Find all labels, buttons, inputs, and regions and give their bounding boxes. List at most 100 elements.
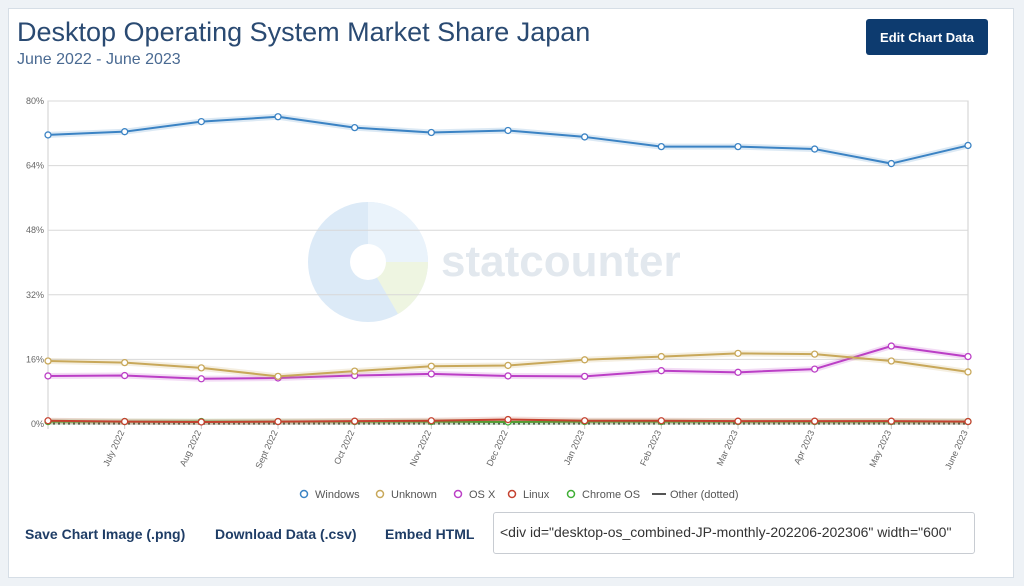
x-tick-label: Apr 2023 <box>792 429 817 466</box>
series-unknown-point[interactable] <box>197 364 205 372</box>
legend-item-unknown[interactable]: Unknown <box>375 489 437 501</box>
y-tick-label: 0% <box>31 419 44 429</box>
series-unknown-point[interactable] <box>657 352 665 361</box>
series-windows-point[interactable] <box>121 128 129 136</box>
legend-swatch <box>299 489 309 499</box>
series-unknown-point[interactable] <box>121 358 129 367</box>
x-tick-label: Jan 2023 <box>562 429 587 467</box>
watermark-logo-center <box>350 244 386 280</box>
series-unknown-point[interactable] <box>44 357 52 365</box>
embed-html-link[interactable]: Embed HTML <box>385 526 475 542</box>
x-tick-label: Dec 2022 <box>484 429 509 468</box>
series-windows-line <box>47 115 969 165</box>
series-windows-point[interactable] <box>274 113 282 121</box>
series-os-x-point[interactable] <box>504 372 512 380</box>
series-os-x-point[interactable] <box>887 342 895 350</box>
series-linux-point[interactable] <box>274 417 282 426</box>
series-linux-point[interactable] <box>734 417 742 425</box>
chart-panel <box>8 8 1014 578</box>
series-windows-point[interactable] <box>734 142 742 151</box>
y-tick-label: 64% <box>26 161 44 171</box>
series-windows-point[interactable] <box>197 117 205 126</box>
series-os-x-point[interactable] <box>197 375 205 383</box>
series-linux-point[interactable] <box>887 417 895 425</box>
series-os-x-point[interactable] <box>734 368 742 376</box>
series-windows-point[interactable] <box>887 159 895 168</box>
watermark-text: statcounter <box>441 237 681 286</box>
series-windows-point[interactable] <box>351 123 359 132</box>
series-os-x-point[interactable] <box>657 367 665 375</box>
legend-label: Linux <box>523 489 550 501</box>
series-windows-point[interactable] <box>657 142 665 151</box>
x-tick-label: Aug 2022 <box>178 429 203 468</box>
legend-label: Windows <box>315 489 360 501</box>
series-os-x-point[interactable] <box>811 365 819 373</box>
series-unknown-point[interactable] <box>274 372 282 381</box>
y-tick-label: 80% <box>26 96 44 106</box>
series-linux-point[interactable] <box>44 417 52 425</box>
series-windows-point[interactable] <box>964 141 972 150</box>
series-linux-point[interactable] <box>504 415 512 424</box>
series-unknown-point[interactable] <box>581 356 589 364</box>
y-tick-label: 48% <box>26 225 44 235</box>
x-tick-label: Oct 2022 <box>332 429 357 466</box>
series-linux-point[interactable] <box>657 417 665 425</box>
statcounter-watermark: statcounter <box>308 202 681 322</box>
series-windows-point[interactable] <box>504 126 512 135</box>
chart-subtitle: June 2022 - June 2023 <box>17 51 181 68</box>
x-tick-label: Feb 2023 <box>638 429 663 468</box>
series-unknown-point[interactable] <box>887 357 895 365</box>
watermark-logo-slice <box>368 202 428 262</box>
series-windows-point[interactable] <box>811 145 819 153</box>
watermark-logo-slice <box>368 262 429 314</box>
series-unknown-point[interactable] <box>504 361 512 370</box>
series-windows-point[interactable] <box>427 128 435 137</box>
series-os-x-point[interactable] <box>44 372 52 380</box>
series-linux-point[interactable] <box>581 417 589 425</box>
series-os-x-point[interactable] <box>581 372 589 381</box>
x-tick-label: July 2022 <box>101 429 126 468</box>
legend-label: Chrome OS <box>582 489 640 501</box>
y-tick-label: 32% <box>26 290 44 300</box>
legend-label: OS X <box>469 489 496 501</box>
x-tick-label: Sept 2022 <box>253 429 279 470</box>
legend-label: Unknown <box>391 489 437 501</box>
y-tick-label: 16% <box>26 354 44 364</box>
legend-swatch <box>566 489 576 499</box>
x-tick-label: Mar 2023 <box>715 429 740 468</box>
series-unknown-point[interactable] <box>811 350 819 358</box>
legend-label: Other (dotted) <box>670 489 738 501</box>
x-tick-label: May 2023 <box>867 429 893 469</box>
series-linux-point[interactable] <box>964 417 972 426</box>
series-linux-point[interactable] <box>427 417 435 425</box>
x-tick-label: June 2023 <box>943 429 970 471</box>
legend-swatch <box>375 489 385 499</box>
series-windows-point[interactable] <box>581 133 589 141</box>
save-chart-image-link[interactable]: Save Chart Image (.png) <box>25 526 186 542</box>
edit-chart-data-button[interactable]: Edit Chart Data <box>866 19 988 55</box>
series-linux-point[interactable] <box>811 417 819 425</box>
series-unknown-point[interactable] <box>964 368 972 376</box>
series-os-x-point[interactable] <box>964 352 972 361</box>
series-linux-point[interactable] <box>197 418 205 426</box>
legend-item-other-dotted[interactable]: Other (dotted) <box>652 489 738 501</box>
series-unknown-point[interactable] <box>734 349 742 357</box>
legend-item-windows[interactable]: Windows <box>299 489 361 501</box>
series-linux-point[interactable] <box>121 417 129 426</box>
series-os-x-point[interactable] <box>427 370 435 378</box>
legend-swatch <box>453 489 463 499</box>
series-os-x-point[interactable] <box>121 371 129 380</box>
chart-title: Desktop Operating System Market Share Ja… <box>17 17 591 47</box>
series-windows-point[interactable] <box>44 131 52 139</box>
series-unknown-point[interactable] <box>351 367 359 375</box>
legend-item-os-x[interactable]: OS X <box>453 489 496 501</box>
legend-item-chrome-os[interactable]: Chrome OS <box>566 489 641 501</box>
download-data-link[interactable]: Download Data (.csv) <box>215 526 357 542</box>
legend-swatch <box>507 489 517 499</box>
x-tick-label: Nov 2022 <box>408 429 433 468</box>
series-linux-point[interactable] <box>351 417 359 425</box>
embed-code-field[interactable]: <div id="desktop-os_combined-JP-monthly-… <box>493 512 975 554</box>
series-unknown-point[interactable] <box>427 362 435 370</box>
legend-item-linux[interactable]: Linux <box>507 489 550 501</box>
